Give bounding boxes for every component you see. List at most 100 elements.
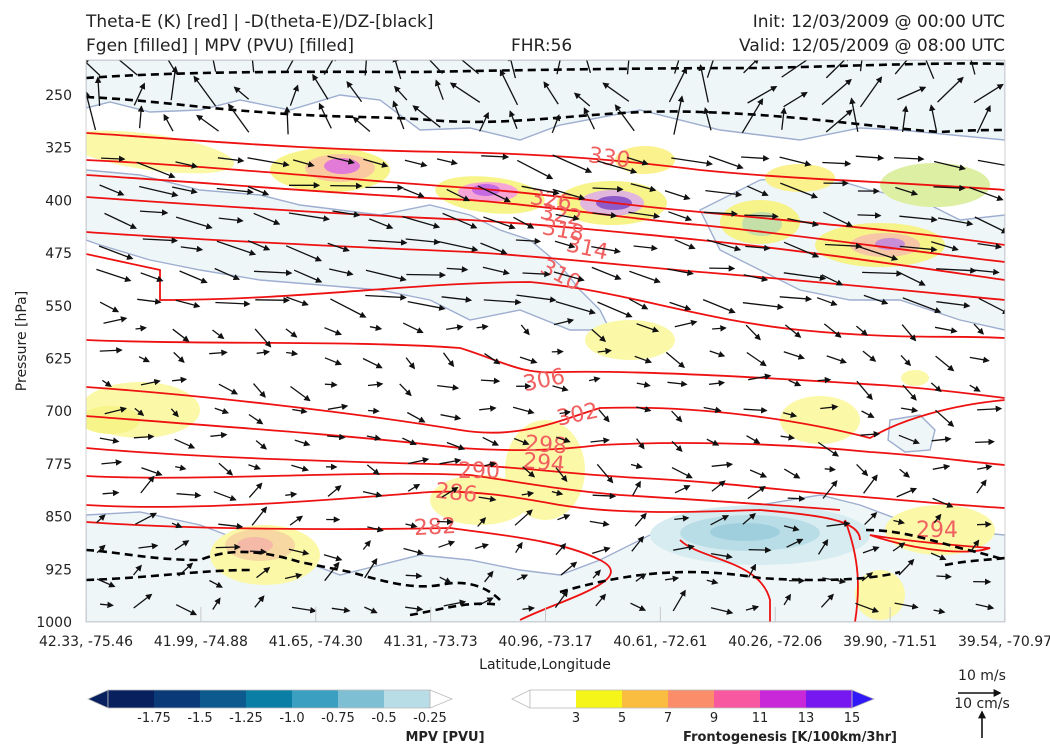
wind-vector — [931, 436, 952, 443]
wind-vector — [710, 552, 733, 560]
wind-vector — [140, 272, 164, 282]
wind-vector — [392, 100, 405, 130]
x-tick-label: 41.65, -74.30 — [269, 634, 363, 650]
wind-vector — [218, 462, 234, 476]
wind-vector — [449, 82, 481, 103]
wind-vector — [248, 463, 262, 471]
fgen-colorbar-swatch — [622, 690, 668, 708]
wind-vector — [139, 185, 179, 198]
wind-vector — [439, 576, 452, 584]
wind-vector — [597, 301, 633, 318]
wind-vector — [402, 215, 441, 229]
wind-vector — [588, 376, 601, 383]
wind-vector — [227, 103, 250, 133]
theta-e-label: 286 — [434, 479, 478, 508]
wind-vector — [976, 521, 992, 528]
wind-vector — [405, 605, 424, 613]
wind-vector — [443, 599, 467, 607]
wind-vector — [711, 480, 726, 492]
wind-vector — [783, 468, 801, 479]
mpv-colorbar-outline — [107, 689, 431, 709]
wind-vector — [634, 355, 653, 364]
wind-vector — [436, 158, 458, 166]
wind-vector — [930, 382, 942, 393]
wind-vector — [102, 379, 112, 387]
wind-vector — [507, 60, 517, 79]
wind-vector — [634, 512, 647, 527]
wind-vector — [706, 578, 719, 585]
wind-vector — [745, 324, 761, 341]
wind-vector — [253, 383, 266, 398]
wind-vector — [671, 410, 683, 423]
wind-vector — [674, 485, 691, 494]
wind-vector — [977, 464, 993, 471]
wind-vector — [591, 245, 621, 254]
wind-vector — [175, 464, 187, 471]
wind-vector — [822, 160, 852, 167]
wind-vector — [517, 159, 554, 180]
wind-vector — [673, 95, 685, 135]
wind-vector — [475, 543, 489, 550]
wind-vector — [324, 327, 343, 336]
y-tick-label: 850 — [45, 510, 72, 526]
x-axis-ticks: 42.33, -75.46 41.99, -74.88 41.65, -74.30 4… — [39, 607, 1050, 650]
wind-vector — [746, 351, 767, 367]
wind-vector — [780, 182, 819, 199]
wind-vector — [898, 558, 915, 576]
fgen-colorbar-swatch — [806, 690, 852, 708]
wind-vector — [742, 513, 756, 525]
wind-vector — [407, 300, 446, 311]
wind-vector — [482, 266, 510, 276]
wind-vector — [477, 185, 511, 203]
wind-vector — [977, 242, 1003, 250]
wind-vector — [900, 354, 912, 367]
wind-vector — [636, 323, 660, 333]
wind-vector — [286, 60, 294, 72]
wind-vector — [635, 573, 647, 582]
wind-vector — [592, 212, 618, 219]
wind-vector — [96, 544, 106, 554]
wind-vector — [446, 188, 471, 202]
wind-vector — [327, 155, 355, 165]
wind-vector — [788, 379, 802, 387]
mpv-colorbar-tick: -1.75 — [137, 711, 171, 726]
wind-vector — [366, 434, 382, 441]
wind-vector — [94, 76, 102, 107]
vector-key: 10 m/s 10 cm/s — [954, 668, 1010, 738]
wind-vector — [291, 606, 317, 614]
wind-vector — [585, 60, 592, 73]
wind-vector — [98, 245, 134, 260]
wind-vector — [896, 487, 918, 498]
fgen-colorbar-tick: 5 — [618, 711, 626, 726]
wind-vector — [591, 328, 607, 343]
wind-vector — [515, 237, 542, 245]
wind-vector — [521, 185, 560, 196]
wind-vector — [393, 85, 408, 101]
wind-vector — [669, 301, 692, 311]
wind-vector — [172, 328, 190, 342]
wind-vector — [516, 294, 557, 303]
wind-vector — [864, 511, 878, 526]
wind-vector — [407, 483, 421, 492]
wind-vector — [820, 404, 839, 411]
y-tick-label: 325 — [45, 141, 72, 157]
wind-vector — [405, 572, 423, 580]
wind-vector — [749, 469, 768, 478]
wind-vector — [210, 431, 228, 439]
wind-vector — [516, 574, 529, 581]
wind-vector — [86, 90, 97, 131]
wind-key-label: 10 m/s — [958, 668, 1006, 684]
wind-vector — [399, 383, 412, 397]
wind-vector — [936, 301, 971, 309]
wind-vector — [748, 546, 772, 554]
wind-vector — [136, 161, 176, 179]
wind-vector — [900, 406, 919, 414]
wind-vector — [674, 319, 698, 328]
wind-vector — [478, 495, 497, 503]
wind-vector — [174, 540, 190, 551]
wind-vector — [560, 561, 578, 576]
wind-vector — [218, 217, 244, 224]
wind-vector — [743, 60, 760, 74]
wind-vector — [553, 318, 575, 326]
wind-vector — [935, 409, 955, 427]
